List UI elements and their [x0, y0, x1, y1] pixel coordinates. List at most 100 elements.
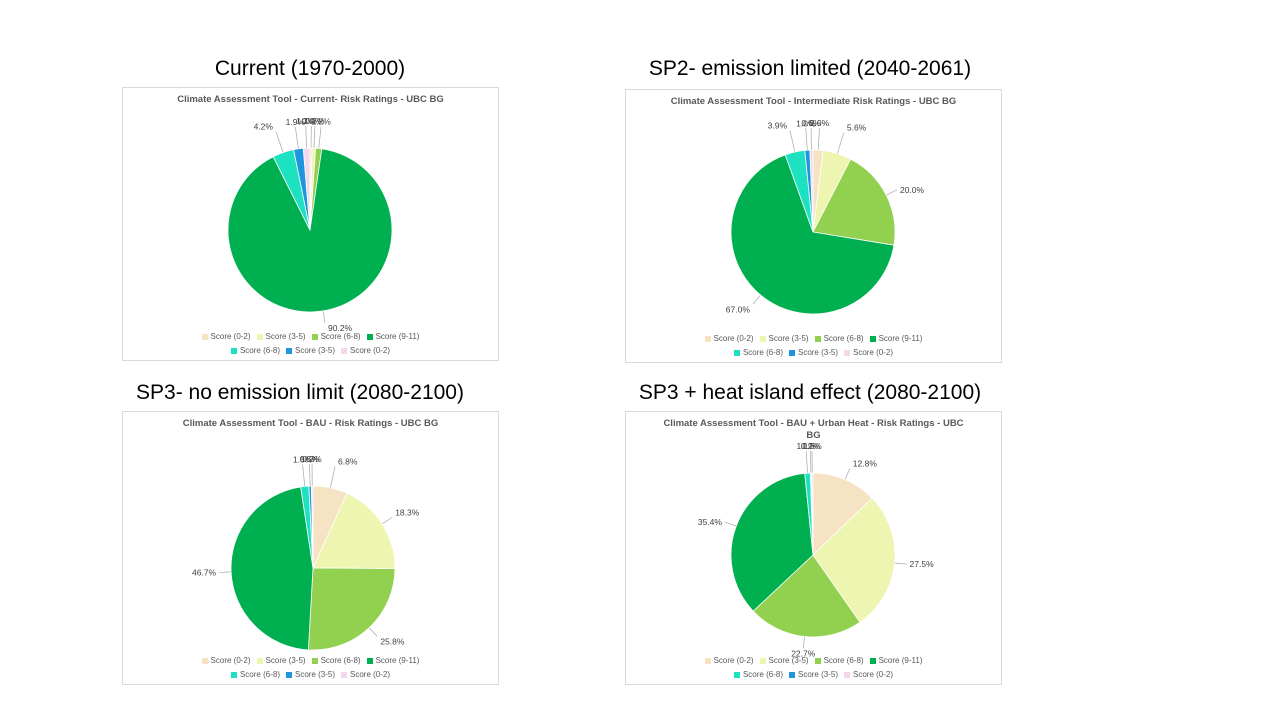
legend-label: Score (0-2) — [713, 656, 754, 665]
legend-label: Score (3-5) — [294, 670, 335, 679]
pie-slice — [811, 472, 814, 556]
legend-row: Score (0-2) Score (3-5) Score (6-8) Score (… — [626, 332, 1001, 346]
pie-chart: 12.8% 27.5% 22.7% 35.4% 1.1%0.2%0.3% — [698, 441, 934, 659]
legend-swatch — [704, 658, 711, 664]
legend-swatch — [788, 350, 795, 356]
pie-slice — [812, 472, 873, 556]
leader-line — [305, 126, 307, 149]
slice-data-label: 2.0% — [810, 118, 830, 128]
pie-slice — [312, 492, 396, 569]
legend-swatch — [366, 334, 373, 340]
leader-line — [275, 131, 284, 153]
legend-swatch — [844, 350, 850, 356]
slice-data-label: 0.5% — [300, 454, 320, 464]
slice-data-label: 67.0% — [726, 304, 751, 314]
legend-label: Score (3-5) — [265, 656, 306, 665]
leader-line — [219, 571, 232, 573]
slice-data-label: 0.3% — [302, 454, 322, 464]
legend-item: Score (3-5) — [759, 654, 809, 668]
slice-data-label: 3.9% — [768, 121, 788, 131]
pie-slice — [307, 567, 396, 651]
leader-line — [802, 636, 805, 649]
legend-label: Score (0-2) — [853, 348, 894, 357]
legend-item: Score (6-8) — [733, 668, 783, 682]
leader-line — [817, 128, 820, 151]
slice-data-label: 25.8% — [380, 637, 405, 647]
slice-data-label: 0.7% — [305, 116, 325, 126]
legend-row: Score (0-2) Score (3-5) Score (6-8) Score (… — [123, 330, 498, 344]
legend-label: Score (3-5) — [294, 346, 335, 355]
legend-swatch — [256, 658, 263, 664]
chart-panel-sp3: Climate Assessment Tool - BAU - Risk Rat… — [122, 411, 499, 685]
pie-chart: 6.8% 18.3% 25.8% 46.7% 1.6%0.5%0.3% — [192, 454, 420, 651]
slice-data-label: 46.7% — [192, 567, 217, 577]
pie-chart: 0.4%0.7%1.2% 90.2% 4.2% 1.9%1.3% — [227, 116, 393, 333]
legend-swatch — [285, 348, 292, 354]
legend-label: Score (0-2) — [350, 346, 391, 355]
slice-data-label: 1.3% — [296, 116, 316, 126]
legend-label: Score (6-8) — [239, 346, 280, 355]
legend-row: Score (0-2) Score (3-5) Score (6-8) Score (… — [626, 654, 1001, 668]
legend-label: Score (3-5) — [265, 332, 306, 341]
legend-label: Score (6-8) — [742, 348, 783, 357]
slice-data-label: 0.2% — [801, 441, 821, 451]
leader-line — [302, 464, 306, 487]
slice-data-label: 20.0% — [900, 185, 925, 195]
legend-item: Score (6-8) — [733, 346, 783, 360]
legend-item: Score (0-2) — [341, 668, 390, 682]
legend-label: Score (0-2) — [853, 670, 894, 679]
legend-item: Score (3-5) — [759, 332, 809, 346]
legend-item: Score (6-8) — [230, 668, 280, 682]
leader-line — [318, 126, 322, 149]
legend-item: Score (3-5) — [285, 668, 335, 682]
pie-slice — [730, 472, 814, 612]
legend-swatch — [256, 334, 263, 340]
slice-data-label: 1.2% — [311, 117, 331, 127]
legend-label: Score (6-8) — [823, 334, 864, 343]
leader-line — [810, 451, 812, 474]
legend-swatch — [311, 658, 318, 664]
leader-line — [368, 627, 378, 637]
pie-slice — [227, 148, 393, 313]
legend-item: Score (6-8) — [814, 332, 864, 346]
legend-row: Score (6-8) Score (3-5) Score (0-2) — [626, 346, 1001, 360]
legend-label: Score (9-11) — [878, 334, 923, 343]
legend-item: Score (6-8) — [230, 344, 280, 358]
slice-data-label: 90.2% — [328, 323, 353, 333]
legend-label: Score (3-5) — [797, 348, 838, 357]
heading-sp2: SP2- emission limited (2040-2061) — [648, 57, 972, 80]
legend-swatch — [844, 672, 850, 678]
legend-item: Score (6-8) — [814, 654, 864, 668]
legend-label: Score (3-5) — [768, 656, 809, 665]
legend-row: Score (0-2) Score (3-5) Score (6-8) Score (… — [123, 654, 498, 668]
leader-line — [309, 464, 311, 487]
slice-data-label: 1.1% — [796, 441, 816, 451]
legend-item: Score (0-2) — [201, 330, 251, 344]
chart-title: Climate Assessment Tool - BAU - Risk Rat… — [182, 418, 439, 429]
slice-data-label: 0.3% — [802, 441, 822, 451]
legend-item: Score (0-2) — [341, 344, 390, 358]
leader-line — [805, 451, 808, 474]
legend-item: Score (3-5) — [256, 330, 306, 344]
legend-swatch — [869, 658, 876, 664]
chart-title: Climate Assessment Tool - Current- Risk … — [177, 94, 444, 105]
legend-swatch — [704, 336, 711, 342]
leader-line — [886, 189, 898, 196]
legend-swatch — [230, 348, 237, 354]
slice-data-label: 18.3% — [395, 507, 420, 517]
slice-data-label: 4.2% — [254, 122, 274, 132]
pie-slice — [812, 158, 896, 246]
pie-slice — [730, 154, 895, 315]
legend-label: Score (3-5) — [768, 334, 809, 343]
legend-swatch — [285, 672, 292, 678]
legend-label: Score (9-11) — [375, 656, 420, 665]
legend-swatch — [341, 348, 347, 354]
legend-swatch — [788, 672, 795, 678]
legend-label: Score (9-11) — [878, 656, 923, 665]
legend-item: Score (9-11) — [366, 654, 420, 668]
slice-data-label: 6.8% — [338, 456, 358, 466]
legend-row: Score (6-8) Score (3-5) Score (0-2) — [123, 344, 498, 358]
heading-current: Current (1970-2000) — [214, 57, 406, 80]
chart-legend: Score (0-2) Score (3-5) Score (6-8) Score (… — [626, 654, 1001, 682]
chart-title: Climate Assessment Tool - Intermediate R… — [670, 96, 957, 107]
